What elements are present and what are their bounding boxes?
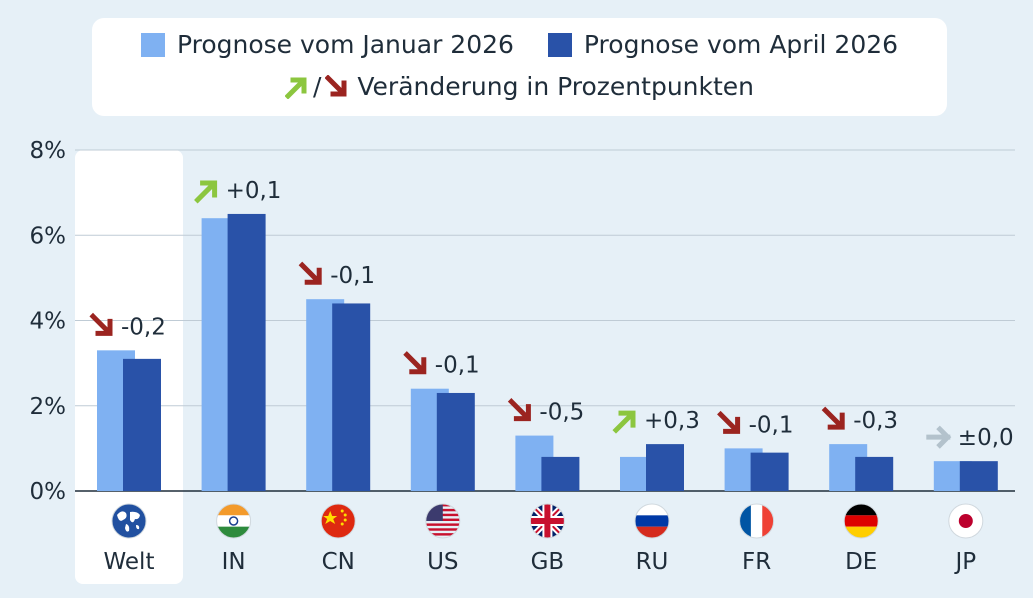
- change-label-us: -0,1: [435, 353, 480, 379]
- change-label-ru: +0,3: [644, 408, 700, 434]
- legend-item-april: Prognose vom April 2026: [547, 30, 899, 59]
- legend-label-january: Prognose vom Januar 2026: [176, 30, 514, 59]
- legend-swatch-april: [547, 32, 572, 57]
- bar-april-cn: [332, 303, 371, 491]
- bar-april-welt: [123, 358, 161, 491]
- arrow-up-right-icon: [284, 77, 307, 99]
- y-tick-label: 0%: [30, 479, 67, 505]
- y-tick-label: 4%: [30, 309, 67, 335]
- bar-april-in: [227, 213, 266, 491]
- arrow-up-right-icon: [194, 180, 218, 204]
- legend-swatch-january: [140, 32, 165, 57]
- change-label-in: +0,1: [226, 178, 282, 204]
- change-label-de: -0,3: [853, 408, 898, 434]
- legend-item-january: Prognose vom Januar 2026: [140, 30, 514, 59]
- category-label-welt: Welt: [104, 549, 155, 575]
- change-label-gb: -0,5: [539, 400, 584, 426]
- legend-series-row: Prognose vom Januar 2026 Prognose vom Ap…: [92, 30, 947, 59]
- category-label-fr: FR: [742, 549, 771, 575]
- category-label-de: DE: [845, 549, 877, 575]
- arrow-up-right-icon: [612, 410, 636, 434]
- bar-april-ru: [646, 444, 684, 491]
- bar-april-jp: [959, 461, 998, 491]
- usa-flag-icon: [425, 503, 461, 539]
- bar-april-us: [436, 392, 475, 491]
- legend-change-row: / Veränderung in Prozentpunkten: [92, 72, 947, 101]
- legend-separator: /: [312, 72, 322, 101]
- category-label-ru: RU: [636, 549, 669, 575]
- china-flag-icon: [320, 503, 356, 539]
- arrow-down-right-icon: [821, 406, 845, 430]
- category-label-gb: GB: [531, 549, 565, 575]
- arrow-right-icon: [926, 425, 952, 449]
- change-label-welt: -0,2: [121, 314, 166, 340]
- japan-flag-icon: [948, 503, 984, 539]
- chart-legend: Prognose vom Januar 2026 Prognose vom Ap…: [92, 18, 947, 116]
- category-label-in: IN: [222, 549, 246, 575]
- legend-change-label: Veränderung in Prozentpunkten: [357, 72, 755, 101]
- russia-flag-icon: [634, 503, 670, 539]
- arrow-down-right-icon: [325, 74, 347, 96]
- arrow-down-right-icon: [507, 398, 531, 422]
- arrow-down-right-icon: [717, 410, 741, 434]
- bar-april-de: [855, 456, 894, 491]
- arrow-down-right-icon: [298, 261, 322, 285]
- y-tick-label: 8%: [30, 138, 67, 164]
- bar-april-gb: [541, 456, 580, 491]
- change-label-fr: -0,1: [749, 412, 794, 438]
- globe-icon: [111, 503, 147, 539]
- legend-label-april: Prognose vom April 2026: [583, 30, 899, 59]
- change-label-cn: -0,1: [330, 263, 375, 289]
- y-tick-label: 6%: [30, 223, 67, 249]
- arrow-down-right-icon: [403, 351, 427, 375]
- france-flag-icon: [739, 503, 775, 539]
- change-label-jp: ±0,0: [958, 425, 1014, 451]
- y-tick-label: 2%: [30, 394, 67, 420]
- germany-flag-icon: [843, 503, 879, 539]
- category-label-jp: JP: [953, 549, 976, 575]
- arrow-down-right-icon: [89, 312, 113, 336]
- bar-april-fr: [750, 452, 789, 491]
- category-label-cn: CN: [322, 549, 355, 575]
- uk-flag-icon: [529, 503, 565, 539]
- category-label-us: US: [427, 549, 458, 575]
- india-flag-icon: [216, 503, 252, 539]
